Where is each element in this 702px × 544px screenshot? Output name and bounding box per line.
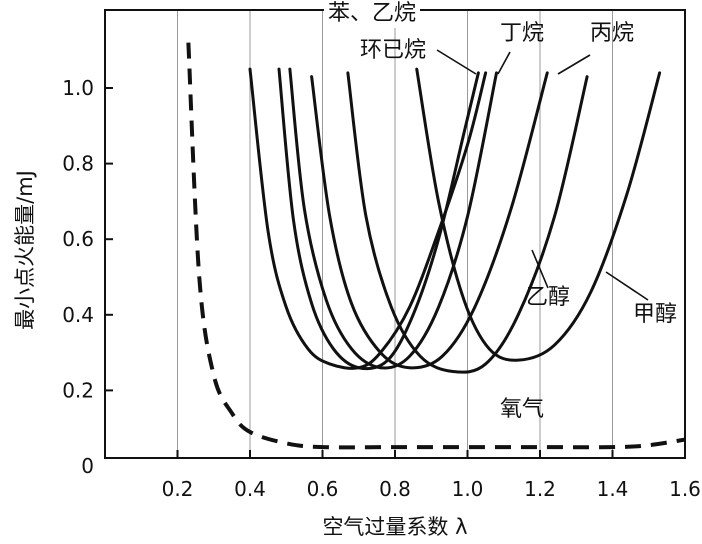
x-tick-label: 0.4 (234, 477, 266, 501)
y-tick-label: 0.2 (62, 378, 94, 402)
series-annotation: 氧气 (500, 397, 544, 422)
annotation-leader (605, 271, 649, 301)
y-axis-label: 最小点火能量/mJ (13, 170, 37, 330)
series-annotation: 苯、乙烷 (328, 1, 416, 26)
y-tick-label: 1.0 (62, 76, 94, 100)
x-tick-label: 1.0 (452, 477, 484, 501)
series-line-2 (277, 67, 480, 371)
x-tick-label: 0.6 (307, 477, 339, 501)
x-tick-label: 1.2 (524, 477, 556, 501)
y-tick-label: 0.4 (62, 303, 94, 327)
annotation-leader (497, 51, 511, 75)
series-line-6 (415, 67, 662, 362)
series-annotation: 丙烷 (590, 21, 634, 46)
x-tick-label: 0.2 (162, 477, 194, 501)
series-line-4 (310, 71, 549, 370)
x-tick-label: 1.4 (597, 477, 629, 501)
annotation-leader (557, 54, 591, 75)
grid-layer (177, 10, 613, 458)
y-tick-label: 0.8 (62, 152, 94, 176)
series-annotation: 丁烷 (500, 21, 544, 46)
series-annotation: 乙醇 (526, 285, 570, 310)
series-layer (186, 42, 686, 450)
series-line-3 (288, 67, 498, 370)
x-tick-label: 0.8 (379, 477, 411, 501)
series-line-5 (346, 71, 589, 374)
series-line-0 (186, 42, 686, 450)
x-axis-label: 空气过量系数 λ (322, 515, 467, 539)
y-tick-label: 0.6 (62, 227, 94, 251)
x-tick-label: 1.6 (669, 477, 701, 501)
y-tick-label: 0 (81, 454, 94, 478)
annotation-leader (531, 249, 549, 289)
annotation-leader (436, 49, 477, 75)
series-annotation: 甲醇 (633, 302, 677, 327)
annotation-background (324, 0, 420, 28)
series-annotation: 环已烷 (360, 38, 426, 63)
tick-layer: 0.2 0.4 0.6 0.8 1.0 1.2 1.4 1.6 0 0.2 0.4 0.6 0.8 1.0 (62, 76, 701, 501)
